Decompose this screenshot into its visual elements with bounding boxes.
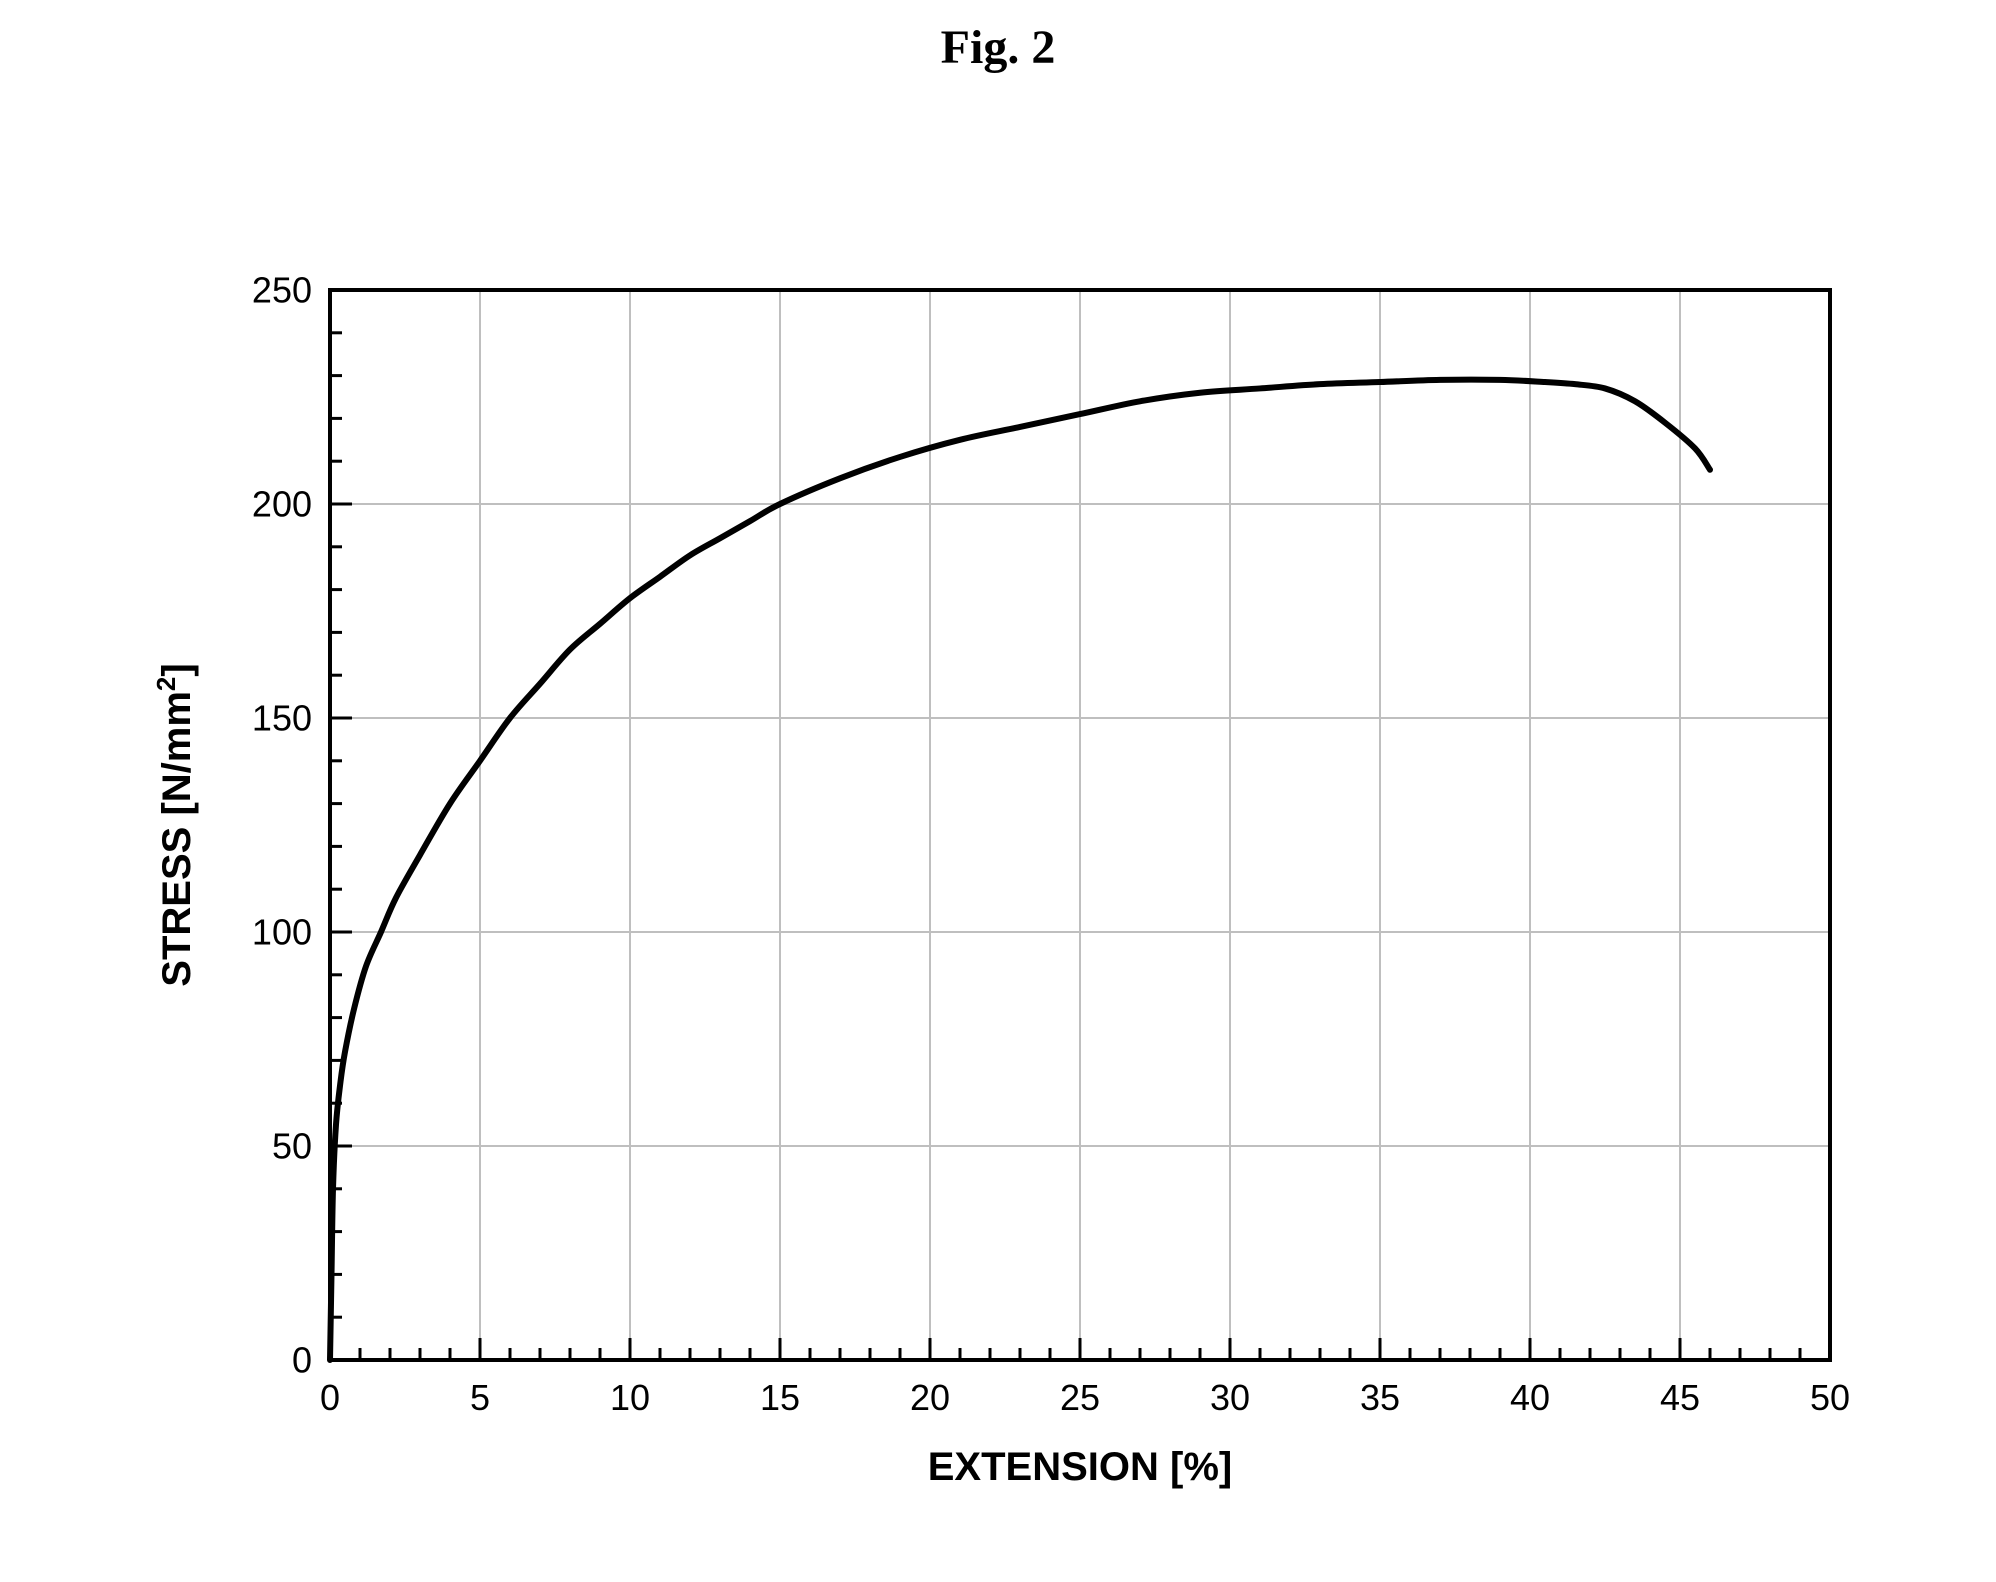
svg-text:20: 20 <box>910 1377 950 1418</box>
chart-svg: 0 5 10 15 20 25 30 35 40 45 50 0 50 100 150 200 250 EXTEN… <box>120 260 1880 1560</box>
svg-text:35: 35 <box>1360 1377 1400 1418</box>
svg-text:50: 50 <box>272 1126 312 1167</box>
svg-text:100: 100 <box>252 912 312 953</box>
svg-text:5: 5 <box>470 1377 490 1418</box>
svg-text:200: 200 <box>252 484 312 525</box>
y-tick-labels: 0 50 100 150 200 250 <box>252 270 312 1381</box>
svg-text:10: 10 <box>610 1377 650 1418</box>
svg-text:40: 40 <box>1510 1377 1550 1418</box>
figure-title: Fig. 2 <box>0 20 1996 75</box>
svg-text:15: 15 <box>760 1377 800 1418</box>
stress-extension-chart: 0 5 10 15 20 25 30 35 40 45 50 0 50 100 150 200 250 EXTEN… <box>120 260 1880 1565</box>
y-axis-label: STRESS [N/mm2] <box>151 663 199 986</box>
x-tick-labels: 0 5 10 15 20 25 30 35 40 45 50 <box>320 1377 1850 1418</box>
svg-text:0: 0 <box>320 1377 340 1418</box>
svg-text:45: 45 <box>1660 1377 1700 1418</box>
svg-text:150: 150 <box>252 698 312 739</box>
svg-text:250: 250 <box>252 270 312 311</box>
svg-text:25: 25 <box>1060 1377 1100 1418</box>
x-axis-label: EXTENSION [%] <box>928 1445 1232 1489</box>
figure-title-text: Fig. 2 <box>941 21 1056 74</box>
svg-text:50: 50 <box>1810 1377 1850 1418</box>
svg-text:0: 0 <box>292 1340 312 1381</box>
svg-text:30: 30 <box>1210 1377 1250 1418</box>
